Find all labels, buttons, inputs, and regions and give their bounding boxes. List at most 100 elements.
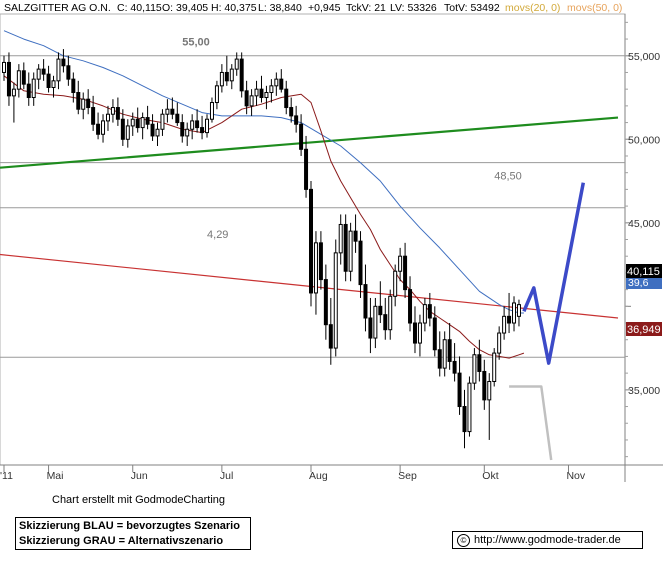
candle-100 bbox=[497, 326, 502, 360]
last-volume: LV: 53326 bbox=[390, 2, 437, 14]
candle-36 bbox=[180, 114, 185, 143]
candle-body bbox=[101, 120, 106, 135]
candle-body bbox=[66, 65, 71, 80]
candle-body bbox=[403, 255, 408, 291]
candle-104 bbox=[516, 299, 521, 327]
candle-body bbox=[249, 95, 254, 107]
candle-20 bbox=[101, 114, 106, 143]
candle-50 bbox=[249, 89, 254, 116]
candle-62 bbox=[309, 181, 313, 307]
chart-credit: Chart erstellt mit GodmodeCharting bbox=[52, 494, 226, 506]
candle-19 bbox=[96, 112, 101, 140]
ma50-label: movs(50, 0) bbox=[567, 2, 622, 14]
instrument-name: SALZGITTER AG O.N. bbox=[4, 2, 111, 14]
change-value: +0,945 bbox=[308, 2, 341, 14]
x-tick-label-1: Mai bbox=[47, 470, 64, 482]
candle-99 bbox=[492, 348, 497, 387]
candle-23 bbox=[115, 97, 120, 126]
candle-body bbox=[398, 255, 403, 272]
candle-0 bbox=[2, 55, 6, 81]
candle-body bbox=[234, 58, 239, 70]
candle-body bbox=[457, 372, 462, 408]
annotation-2: 4,29 bbox=[207, 229, 228, 241]
candle-body bbox=[516, 304, 521, 317]
candle-body bbox=[427, 304, 432, 319]
candle-69 bbox=[343, 214, 348, 282]
candle-85 bbox=[422, 297, 427, 332]
candle-body bbox=[21, 70, 26, 85]
candle-76 bbox=[378, 281, 383, 324]
candle-body bbox=[135, 118, 140, 129]
candle-body bbox=[487, 380, 492, 401]
candle-60 bbox=[299, 114, 304, 156]
candle-11 bbox=[56, 52, 61, 90]
candle-33 bbox=[165, 99, 170, 123]
candle-body bbox=[214, 85, 219, 104]
candle-93 bbox=[462, 389, 467, 449]
candle-27 bbox=[135, 107, 140, 133]
ma-price-tag: 36,949 bbox=[627, 324, 661, 336]
candle-body bbox=[393, 270, 398, 297]
moving-averages bbox=[3, 30, 525, 359]
candle-65 bbox=[323, 264, 328, 340]
candle-91 bbox=[452, 343, 457, 382]
candle-body bbox=[507, 315, 512, 324]
candle-body bbox=[417, 322, 422, 344]
candle-52 bbox=[259, 75, 264, 103]
candle-82 bbox=[408, 276, 413, 332]
candle-44 bbox=[219, 64, 224, 93]
candle-39 bbox=[195, 109, 200, 133]
candle-43 bbox=[214, 80, 219, 110]
candle-101 bbox=[502, 306, 507, 340]
candles bbox=[2, 49, 521, 449]
candle-86 bbox=[427, 292, 432, 327]
candle-body bbox=[200, 127, 205, 134]
candle-17 bbox=[86, 89, 91, 115]
legend-gray: Skizzierung GRAU = Alternativszenario bbox=[19, 535, 224, 547]
candle-body bbox=[269, 85, 274, 94]
candle-body bbox=[244, 90, 249, 107]
candle-30 bbox=[150, 114, 155, 141]
candle-body bbox=[408, 289, 413, 324]
candle-body bbox=[145, 117, 150, 125]
candle-14 bbox=[71, 72, 76, 103]
candle-body bbox=[279, 78, 284, 90]
candle-body bbox=[318, 242, 323, 281]
high-value: H: 40,375 bbox=[211, 2, 257, 14]
candle-13 bbox=[66, 55, 71, 86]
candle-body bbox=[462, 406, 467, 433]
ma50-line bbox=[3, 30, 524, 314]
candle-body bbox=[442, 339, 447, 369]
annotation-0: 55,00 bbox=[182, 37, 210, 49]
candle-body bbox=[294, 115, 299, 125]
candle-body bbox=[61, 58, 66, 67]
candle-4 bbox=[21, 62, 26, 90]
candle-body bbox=[51, 80, 56, 88]
candle-body bbox=[368, 317, 373, 339]
candle-body bbox=[338, 223, 343, 254]
candle-body bbox=[140, 117, 145, 129]
annotations: 55,00 48,50 4,29 bbox=[182, 37, 521, 241]
x-tick-label-5: Sep bbox=[398, 470, 417, 482]
candle-97 bbox=[482, 359, 487, 410]
candle-74 bbox=[368, 297, 373, 354]
y-tick-label-2: 45,000 bbox=[628, 218, 660, 230]
open-value: O: 39,405 bbox=[162, 2, 208, 14]
candle-body bbox=[259, 88, 264, 99]
candle-body bbox=[41, 68, 46, 75]
candle-102 bbox=[507, 292, 512, 334]
candle-body bbox=[328, 324, 333, 349]
candle-22 bbox=[110, 99, 115, 123]
candle-67 bbox=[333, 239, 338, 357]
candle-81 bbox=[403, 242, 408, 298]
candle-body bbox=[170, 108, 175, 115]
source-url-box[interactable]: © http://www.godmode-trader.de bbox=[452, 531, 643, 549]
source-url[interactable]: http://www.godmode-trader.de bbox=[474, 534, 621, 546]
candle-55 bbox=[274, 72, 279, 96]
candle-70 bbox=[348, 222, 353, 282]
candle-26 bbox=[130, 112, 135, 136]
candle-body bbox=[115, 107, 120, 120]
scenario-legend: Skizzierung BLAU = bevorzugtes Szenario … bbox=[15, 517, 251, 550]
candle-body bbox=[284, 88, 289, 109]
candle-6 bbox=[31, 72, 36, 106]
